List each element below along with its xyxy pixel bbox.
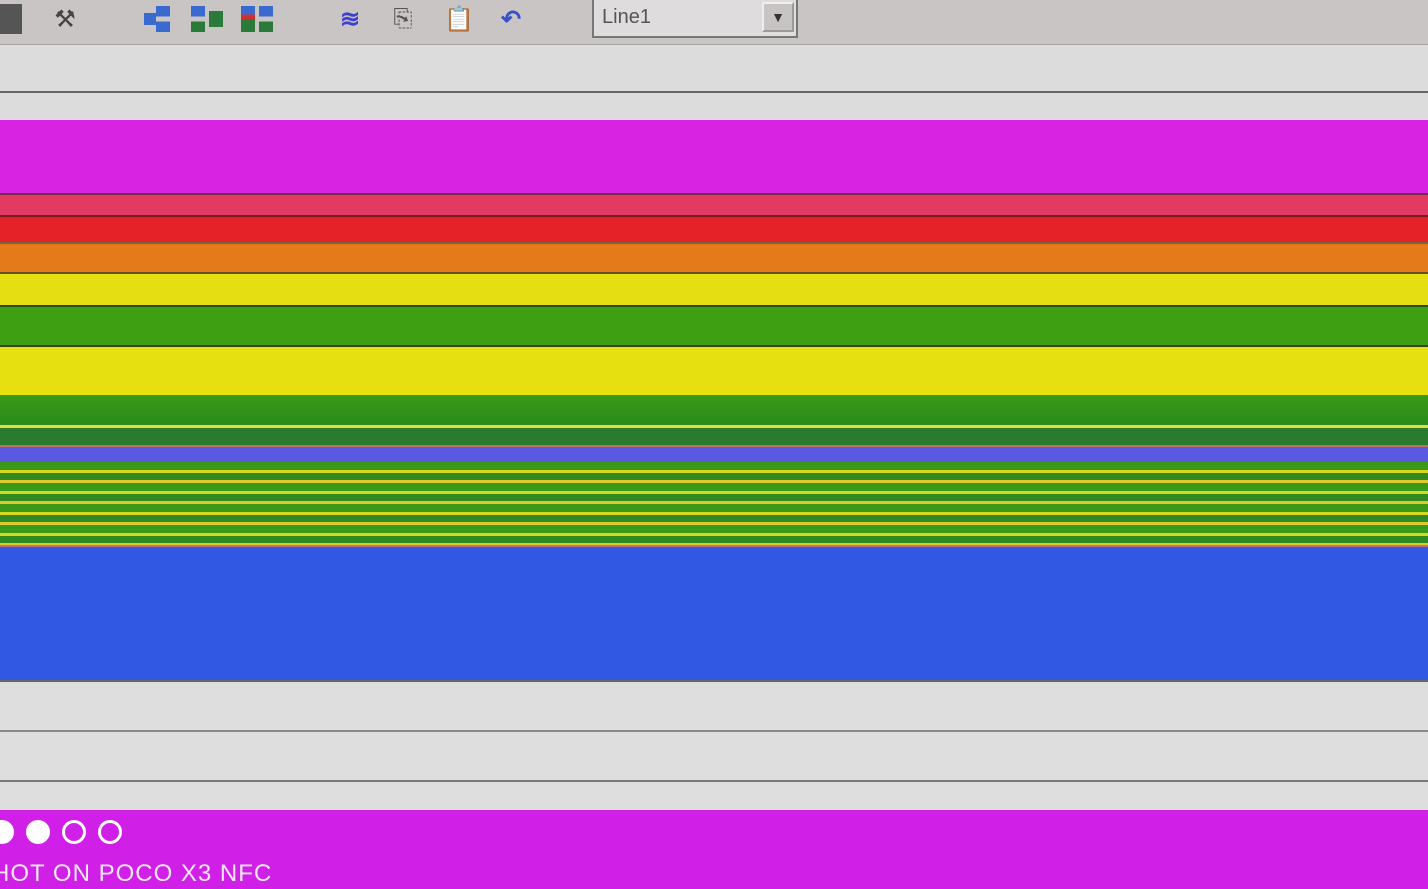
chevron-down-icon[interactable]: ▼ (762, 2, 794, 32)
camera-watermark: HOT ON POCO X3 NFC (0, 860, 273, 887)
color-band (0, 545, 1428, 680)
line-select-value: Line1 (602, 6, 651, 28)
divider (0, 91, 1428, 93)
save-icon[interactable] (0, 4, 22, 34)
copy-icon[interactable]: ⎘ (393, 5, 413, 32)
layout-step-2-icon[interactable] (184, 4, 230, 34)
color-band (0, 445, 1428, 462)
color-band (0, 272, 1428, 305)
page-dot (26, 820, 50, 844)
color-band (0, 120, 1428, 193)
page-dot (62, 820, 86, 844)
color-band (0, 810, 1428, 889)
gray-panel-bottom (0, 680, 1428, 810)
color-band (0, 305, 1428, 345)
color-band (0, 395, 1428, 445)
line-select[interactable]: Line1 ▼ (592, 0, 798, 38)
layout-step-1-icon[interactable] (134, 4, 180, 34)
paste-icon[interactable]: 📋 (444, 5, 474, 33)
color-band (0, 242, 1428, 272)
build-tools-icon[interactable]: ⚒ (54, 5, 76, 33)
undo-icon[interactable]: ↶ (500, 5, 522, 33)
page-dot (98, 820, 122, 844)
color-band (0, 215, 1428, 242)
divider (0, 680, 1428, 682)
layout-step-3-icon[interactable] (234, 4, 280, 34)
waveform-icon[interactable]: ≋ (339, 5, 361, 33)
gray-panel-top (0, 45, 1428, 120)
color-band (0, 345, 1428, 395)
color-band (0, 193, 1428, 215)
divider (0, 730, 1428, 732)
page-dot (0, 820, 14, 844)
color-band (0, 462, 1428, 545)
toolbar: ⚒ ≋ ⎘ 📋 ↶ Line1 ▼ (0, 0, 1428, 45)
page-dots (0, 820, 122, 844)
divider (0, 780, 1428, 782)
